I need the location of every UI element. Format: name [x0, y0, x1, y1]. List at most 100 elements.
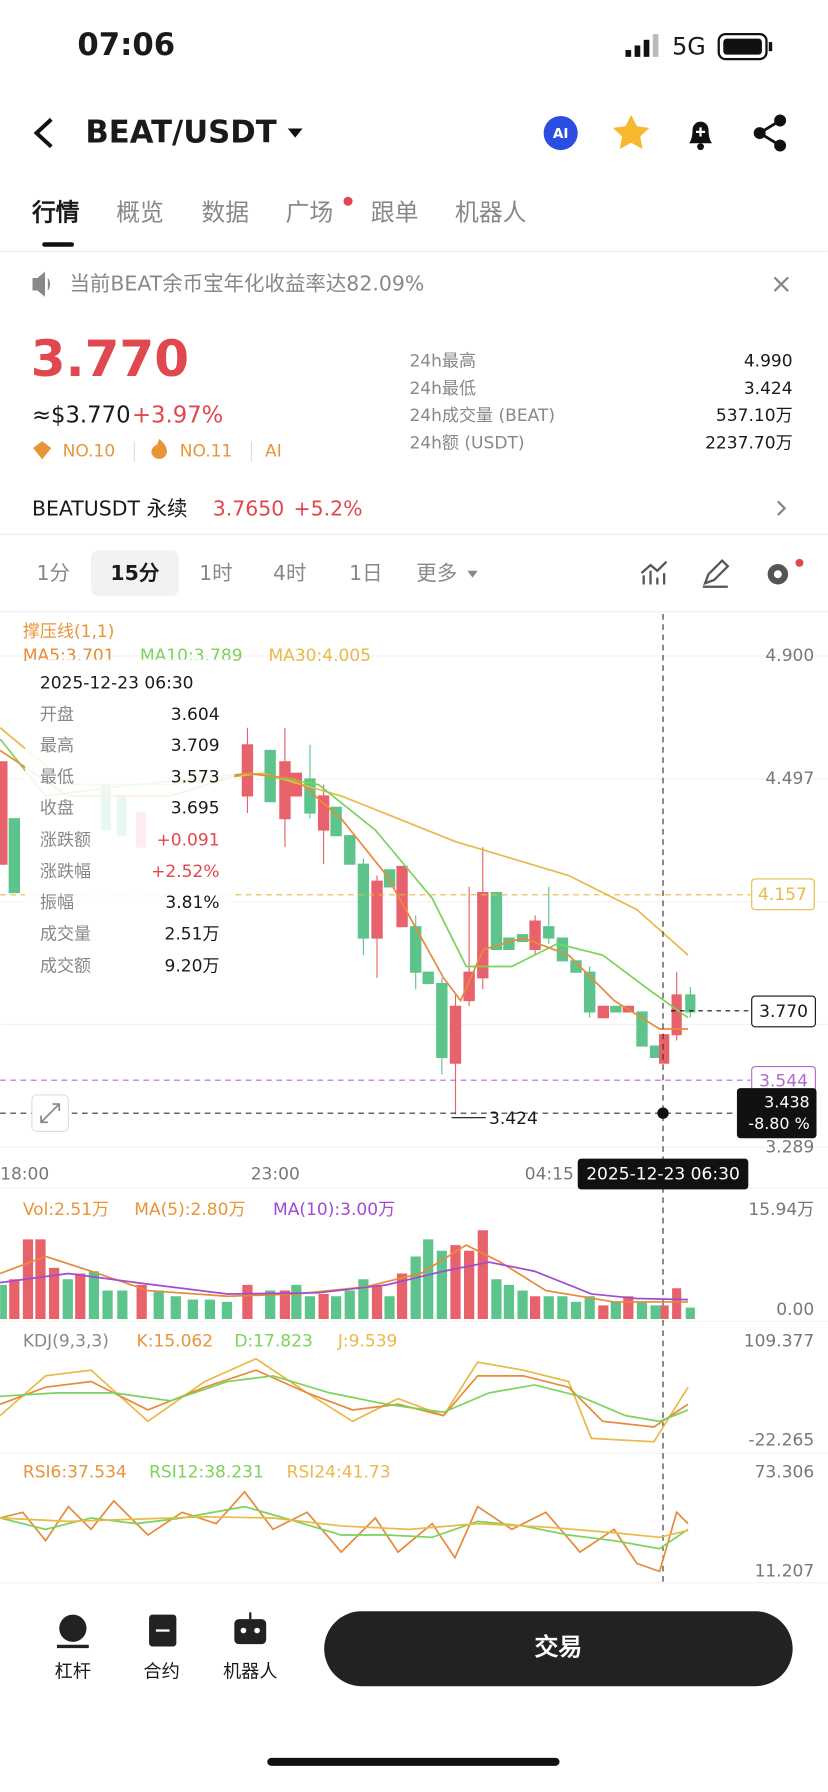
perp-change: +5.2%: [293, 496, 362, 520]
price-tag-label: 4.157: [758, 885, 807, 905]
leverage-button[interactable]: [56, 1614, 89, 1649]
nav-label[interactable]: 合约: [143, 1662, 179, 1683]
tooltip-value: 3.81%: [165, 893, 219, 913]
kdj-d: D:17.823: [234, 1332, 313, 1352]
price-tag: [751, 878, 815, 911]
tooltip-label: 涨跌幅: [40, 862, 91, 882]
interval[interactable]: 1分: [36, 561, 69, 585]
tab-indicator: [42, 242, 75, 247]
time-axis-label: 04:15: [525, 1165, 574, 1185]
volume-bars-red: [9, 1230, 682, 1319]
rank: NO.10: [63, 441, 116, 461]
tab[interactable]: 跟单: [371, 198, 419, 226]
trade-label: 交易: [535, 1633, 583, 1661]
kdj-j: J:9.539: [337, 1332, 398, 1352]
tooltip-label: 涨跌额: [40, 830, 91, 850]
stat-value: 3.424: [744, 379, 793, 399]
ai-button[interactable]: [543, 115, 578, 151]
ma30-legend: MA30:4.005: [268, 646, 371, 666]
pair-title[interactable]: BEAT/USDT: [85, 116, 276, 151]
network: 5G: [672, 32, 706, 60]
price-tag-label: 3.770: [759, 1002, 808, 1022]
rsi6: RSI6:37.534: [23, 1462, 127, 1482]
ai-tag: AI: [265, 441, 282, 461]
tooltip-label: 最高: [40, 736, 74, 756]
badge-dot: [795, 558, 804, 567]
alert-button[interactable]: [689, 121, 712, 151]
nav-label[interactable]: 杠杆: [55, 1662, 91, 1683]
price-axis-label: 3.289: [765, 1137, 814, 1157]
interval[interactable]: 4时: [273, 561, 306, 585]
crosshair-dot: [657, 1107, 669, 1119]
stat-label: 24h最低: [409, 379, 476, 399]
back-button[interactable]: [33, 117, 53, 149]
tooltip-label: 最低: [40, 768, 74, 788]
vol-ma5-legend: MA(5):2.80万: [134, 1200, 245, 1220]
trade-button[interactable]: [324, 1611, 793, 1687]
vol-axis-label: 15.94万: [748, 1200, 814, 1220]
vol-legend: Vol:2.51万: [23, 1200, 109, 1220]
cursor-price: 3.438: [764, 1092, 810, 1111]
close-notice[interactable]: [773, 276, 789, 292]
rsi6-line: [0, 1490, 689, 1573]
kdj-name: KDJ(9,3,3): [23, 1332, 109, 1352]
interval[interactable]: 更多: [416, 561, 457, 585]
speaker-icon: [32, 271, 51, 297]
cursor-change: -8.80 %: [748, 1114, 809, 1133]
contract-button[interactable]: [149, 1614, 177, 1647]
badge-dot: [343, 196, 353, 206]
stats: 24h最高 4.990 24h最低 3.424 24h成交量 (BEAT) 537.1…: [409, 352, 792, 454]
vol-ma10-line: [0, 1261, 689, 1301]
volume-bars-green: [0, 1239, 695, 1319]
rsi12-line: [0, 1505, 689, 1550]
perp-name[interactable]: BEATUSDT 永续: [32, 496, 187, 520]
kdj-j-line: [0, 1357, 689, 1443]
stat-value: 2237.70万: [705, 433, 793, 453]
rsi24-line: [0, 1515, 689, 1539]
tab[interactable]: 行情: [31, 198, 80, 226]
price-tag-label: 3.544: [759, 1071, 808, 1091]
tab[interactable]: 机器人: [455, 198, 527, 226]
tab[interactable]: 概览: [116, 198, 164, 226]
settings-hole: [773, 570, 782, 579]
notice: 当前BEAT余币宝年化收益率达82.09%: [69, 271, 424, 295]
indicator-button[interactable]: [640, 560, 668, 585]
stat-label: 24h成交量 (BEAT): [409, 406, 555, 426]
draw-button[interactable]: [702, 558, 730, 588]
share-button[interactable]: [753, 114, 787, 152]
rank: NO.11: [180, 441, 233, 461]
tooltip-time: 2025-12-23 06:30: [40, 673, 194, 693]
price-tag: [751, 995, 816, 1028]
tooltip: [25, 659, 235, 990]
tooltip-value: +2.52%: [151, 862, 219, 882]
tooltip-value: 3.573: [171, 768, 220, 788]
favorite-button[interactable]: [612, 114, 650, 149]
rsi12: RSI12:38.231: [149, 1462, 264, 1482]
last-price: 3.770: [31, 330, 189, 388]
interval-active: [91, 550, 179, 596]
interval[interactable]: 1时: [199, 561, 232, 585]
kdj-k-line: [0, 1369, 689, 1428]
kdj-axis-label: -22.265: [748, 1431, 814, 1451]
hot-icon: [151, 438, 167, 459]
status-time: 07:06: [77, 28, 175, 63]
cursor-time: 2025-12-23 06:30: [586, 1165, 740, 1185]
signal-icon: [625, 34, 659, 57]
interval[interactable]: 15分: [110, 561, 159, 585]
pair-dropdown[interactable]: [287, 128, 303, 138]
vol-ma10-legend: MA(10):3.00万: [273, 1200, 395, 1220]
rank-icon: [33, 441, 52, 460]
tooltip-value: +0.091: [156, 830, 219, 850]
nav-label[interactable]: 机器人: [223, 1662, 278, 1683]
perp-arrow[interactable]: [777, 500, 787, 516]
robot-button[interactable]: [234, 1612, 267, 1645]
kdj-axis-label: 109.377: [744, 1332, 815, 1352]
tab[interactable]: 广场: [286, 198, 334, 226]
time-axis-label: 18:00: [0, 1165, 49, 1185]
interval[interactable]: 1日: [349, 561, 382, 585]
tooltip-label: 振幅: [40, 893, 74, 913]
tooltip-value: 9.20万: [165, 956, 220, 976]
perp-price: 3.7650: [213, 496, 285, 520]
tab[interactable]: 数据: [201, 198, 249, 226]
tooltip-value: 3.695: [171, 798, 220, 818]
